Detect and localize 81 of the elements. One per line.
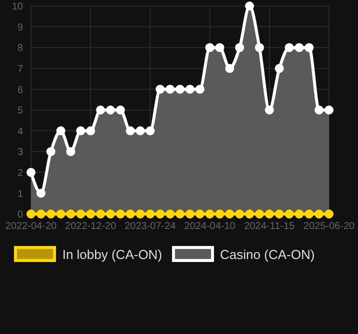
point bbox=[36, 188, 46, 198]
point bbox=[36, 210, 46, 218]
point bbox=[284, 43, 294, 52]
point bbox=[86, 126, 96, 136]
point bbox=[185, 210, 194, 218]
x-tick-label: 2022-04-20 bbox=[5, 221, 58, 232]
x-tick-label: 2024-11-15 bbox=[244, 221, 296, 232]
point bbox=[235, 43, 244, 52]
point bbox=[274, 210, 284, 218]
point bbox=[195, 210, 204, 218]
point bbox=[166, 210, 175, 218]
point bbox=[264, 106, 274, 114]
y-tick-label: 3 bbox=[17, 147, 24, 158]
point bbox=[66, 210, 76, 218]
point bbox=[156, 210, 165, 218]
point bbox=[156, 84, 165, 94]
y-tick-label: 7 bbox=[17, 64, 24, 75]
x-tick-label: 2024-04-10 bbox=[184, 221, 236, 232]
point bbox=[205, 210, 214, 218]
point bbox=[76, 126, 86, 136]
point bbox=[304, 43, 314, 52]
point bbox=[294, 43, 304, 52]
point bbox=[245, 2, 254, 10]
y-tick-label: 9 bbox=[17, 22, 24, 34]
point bbox=[314, 106, 324, 114]
point bbox=[46, 147, 56, 156]
point bbox=[56, 126, 66, 136]
x-tick-label: 2023-07-24 bbox=[124, 221, 176, 232]
point bbox=[195, 84, 204, 94]
point bbox=[274, 64, 284, 73]
point bbox=[225, 210, 234, 218]
point bbox=[116, 210, 125, 218]
point bbox=[76, 210, 86, 218]
y-tick-label: 4 bbox=[17, 126, 24, 138]
y-tick-label: 0 bbox=[17, 210, 24, 221]
point bbox=[294, 210, 304, 218]
point bbox=[96, 106, 106, 114]
point bbox=[324, 106, 334, 114]
point bbox=[86, 210, 96, 218]
point bbox=[264, 210, 274, 218]
point bbox=[215, 210, 224, 218]
point bbox=[136, 210, 145, 218]
y-tick-label: 2 bbox=[17, 168, 24, 179]
point bbox=[146, 210, 155, 218]
point bbox=[166, 84, 175, 94]
point bbox=[254, 210, 264, 218]
y-tick-label: 5 bbox=[17, 106, 24, 117]
point bbox=[96, 210, 106, 218]
point bbox=[205, 43, 214, 52]
point bbox=[56, 210, 66, 218]
y-tick-label: 8 bbox=[17, 43, 24, 54]
point bbox=[176, 210, 184, 218]
point bbox=[66, 147, 76, 156]
point bbox=[106, 210, 115, 218]
y-tick-label: 10 bbox=[12, 2, 24, 13]
legend-label: Casino (CA-ON) bbox=[220, 246, 315, 262]
point bbox=[26, 168, 36, 177]
point bbox=[284, 210, 294, 218]
point bbox=[235, 210, 244, 218]
point bbox=[176, 84, 184, 94]
point bbox=[136, 126, 145, 136]
point bbox=[314, 210, 324, 218]
y-tick-label: 1 bbox=[17, 188, 24, 200]
point bbox=[106, 106, 115, 114]
legend-label: In lobby (CA-ON) bbox=[62, 246, 162, 262]
point bbox=[304, 210, 314, 218]
point bbox=[126, 210, 135, 218]
point bbox=[254, 43, 264, 52]
point bbox=[46, 210, 56, 218]
point bbox=[215, 43, 224, 52]
point bbox=[185, 84, 194, 94]
y-tick-label: 6 bbox=[17, 84, 24, 96]
x-tick-label: 2025-06-20 bbox=[303, 221, 356, 232]
point bbox=[146, 126, 155, 136]
point bbox=[324, 210, 334, 218]
point bbox=[126, 126, 135, 136]
point bbox=[245, 210, 254, 218]
point bbox=[26, 210, 36, 218]
x-tick-label: 2022-12-20 bbox=[65, 221, 117, 232]
point bbox=[116, 106, 125, 114]
point bbox=[225, 64, 234, 73]
